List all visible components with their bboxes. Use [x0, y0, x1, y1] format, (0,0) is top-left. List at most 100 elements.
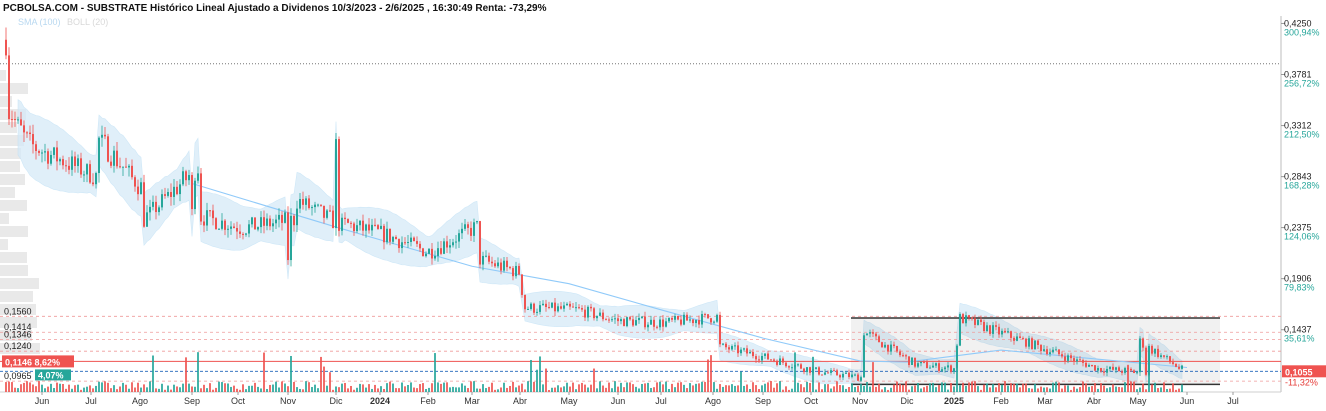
last-price-badge	[1282, 365, 1326, 378]
volume-bar	[326, 385, 328, 392]
candle-body	[992, 325, 994, 334]
volume-bar	[1064, 385, 1066, 392]
candle-body	[1064, 356, 1066, 361]
volume-bar	[98, 381, 100, 392]
candle-body	[1139, 338, 1141, 373]
candle-body	[1088, 364, 1090, 367]
volume-bar	[770, 381, 772, 392]
candle-body	[1091, 364, 1093, 366]
volume-bar	[8, 381, 10, 392]
volume-bar	[317, 388, 319, 392]
volume-bar	[203, 384, 205, 392]
candle-body	[164, 194, 166, 196]
candle-body	[230, 226, 232, 229]
candle-body	[167, 192, 169, 196]
volume-bar	[584, 384, 586, 392]
volume-bar	[659, 381, 661, 392]
candle-body	[146, 212, 148, 227]
candle-body	[401, 242, 403, 249]
x-tick-label: Jul	[655, 396, 667, 406]
volume-bar	[407, 384, 409, 392]
volume-bar	[800, 384, 802, 392]
candle-body	[458, 233, 460, 242]
volume-bar	[1139, 387, 1141, 392]
candle-body	[569, 303, 571, 307]
volume-bar	[245, 389, 247, 392]
volume-bar	[551, 387, 553, 392]
candle-body	[1112, 366, 1114, 370]
y-tick-label: 0,4250	[1284, 18, 1312, 28]
candle-body	[746, 348, 748, 354]
volume-bar	[539, 356, 541, 392]
candle-body	[995, 325, 997, 327]
volume-bar	[776, 383, 778, 392]
candle-body	[323, 205, 325, 218]
legend-boll[interactable]: BOLL (20)	[67, 17, 109, 27]
volume-bar	[155, 388, 157, 392]
y-tick-label: 0,2843	[1284, 172, 1312, 182]
candle-body	[119, 166, 121, 168]
chart-title: PCBOLSA.COM - SUBSTRATE Histórico Lineal…	[3, 3, 547, 14]
volume-bar	[611, 388, 613, 392]
volume-bar	[842, 385, 844, 392]
candle-body	[863, 335, 865, 378]
volume-profile-bar	[0, 330, 32, 341]
volume-bar	[695, 383, 697, 392]
candle-body	[305, 198, 307, 205]
volume-bar	[62, 383, 64, 392]
volume-bar	[1013, 383, 1015, 392]
volume-bar	[272, 384, 274, 392]
candle-body	[29, 132, 31, 135]
candle-body	[539, 305, 541, 312]
volume-bar	[77, 384, 79, 392]
candle-body	[1082, 360, 1084, 363]
candle-body	[911, 357, 913, 366]
candle-body	[71, 156, 73, 170]
candle-body	[701, 314, 703, 325]
volume-bar	[206, 388, 208, 392]
volume-bar	[920, 388, 922, 392]
x-tick-label: Jul	[85, 396, 97, 406]
candle-body	[467, 224, 469, 228]
volume-bar	[1097, 388, 1099, 392]
volume-profile-bar	[0, 265, 28, 276]
volume-bar	[1079, 387, 1081, 392]
volume-profile-bar	[0, 161, 20, 172]
volume-bar	[968, 382, 970, 392]
candle-body	[977, 319, 979, 325]
candle-body	[1007, 331, 1009, 333]
volume-bar	[35, 386, 37, 392]
legend-sma[interactable]: SMA (100)	[18, 17, 61, 27]
candle-body	[719, 314, 721, 345]
candle-body	[32, 134, 34, 145]
candle-body	[1097, 368, 1099, 371]
volume-bar	[965, 385, 967, 392]
volume-bar	[653, 387, 655, 392]
volume-bar	[752, 382, 754, 392]
volume-bar	[122, 382, 124, 392]
volume-bar	[1034, 383, 1036, 392]
candle-body	[872, 332, 874, 334]
volume-profile-bar	[0, 109, 26, 120]
candle-body	[920, 361, 922, 364]
candle-body	[812, 368, 814, 373]
volume-bar	[86, 386, 88, 392]
volume-bar	[1166, 389, 1168, 392]
candle-body	[818, 367, 820, 375]
volume-bar	[401, 382, 403, 392]
volume-bar	[14, 387, 16, 392]
candle-body	[767, 353, 769, 360]
candle-body	[1058, 349, 1060, 355]
volume-profile-bar	[0, 148, 21, 159]
volume-bar	[734, 385, 736, 392]
volume-bar	[1001, 384, 1003, 392]
volume-bar	[506, 387, 508, 392]
candle-body	[749, 352, 751, 354]
volume-bar	[608, 382, 610, 392]
price-levels	[0, 63, 1281, 382]
candle-body	[1145, 347, 1147, 375]
x-tick-label: May	[560, 396, 578, 406]
candle-body	[377, 225, 379, 229]
